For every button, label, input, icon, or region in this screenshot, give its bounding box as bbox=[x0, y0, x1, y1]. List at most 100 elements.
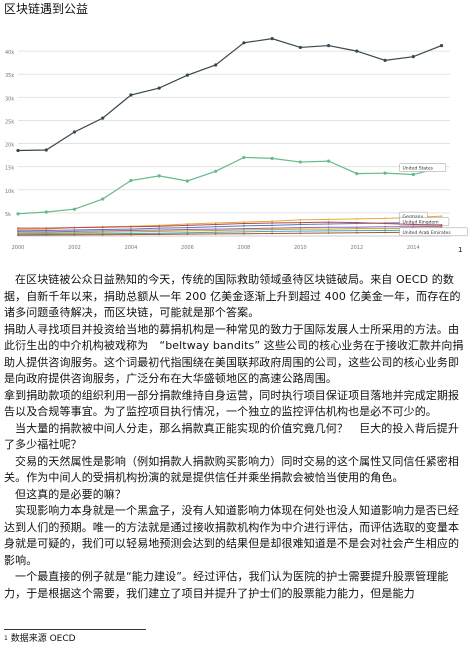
data-point bbox=[101, 230, 104, 232]
data-point bbox=[242, 224, 245, 227]
data-point bbox=[101, 226, 104, 229]
data-point bbox=[101, 228, 104, 231]
data-point bbox=[214, 233, 217, 235]
x-tick-label: 2004 bbox=[125, 245, 138, 251]
data-point bbox=[384, 229, 386, 232]
footnote-reference: 1 bbox=[458, 246, 463, 254]
paragraph-8: 一个最直接的例子就是“能力建设”。经过评估，我们认为医院的护士需要提升股票管理能… bbox=[4, 570, 449, 600]
data-point bbox=[411, 172, 415, 177]
data-point bbox=[299, 223, 302, 226]
data-point bbox=[412, 223, 415, 226]
data-point bbox=[214, 228, 217, 230]
y-tick-label: 15k bbox=[5, 166, 14, 172]
data-point bbox=[17, 228, 19, 231]
data-point bbox=[185, 73, 190, 77]
data-point bbox=[73, 233, 76, 236]
data-point bbox=[271, 228, 274, 231]
data-point bbox=[383, 171, 387, 175]
series-line bbox=[18, 221, 442, 229]
data-point bbox=[384, 231, 386, 234]
data-point bbox=[158, 225, 161, 228]
x-tick-label: 2006 bbox=[181, 245, 194, 251]
data-point bbox=[45, 227, 48, 230]
page-title: 区块链遇到公益 bbox=[4, 2, 89, 16]
data-point bbox=[383, 58, 387, 62]
y-tick-label: 5k bbox=[5, 212, 11, 218]
data-point bbox=[45, 234, 48, 236]
data-point bbox=[214, 169, 218, 173]
data-point bbox=[355, 231, 358, 234]
data-point bbox=[186, 228, 189, 231]
data-point bbox=[17, 227, 19, 230]
data-point bbox=[355, 226, 358, 229]
data-point bbox=[185, 179, 190, 183]
series-label: United Kingdom bbox=[403, 220, 439, 226]
data-point bbox=[44, 210, 48, 214]
x-tick-label: 2002 bbox=[68, 245, 81, 251]
data-point bbox=[355, 221, 358, 224]
data-point bbox=[73, 229, 76, 231]
paragraph-5: 交易的天然属性是影响（例如捐款人捐款购买影响力）同时交易的这个属性又同信任紧密相… bbox=[4, 454, 459, 485]
data-point bbox=[242, 41, 246, 45]
data-point bbox=[101, 231, 104, 234]
data-point bbox=[327, 228, 330, 230]
paragraph-2: 捐助人寻找项目并投资给当地的募捐机构是一种常见的致力于国际发展人士所采用的方法。… bbox=[4, 322, 464, 386]
y-tick-label: 25k bbox=[5, 119, 14, 125]
data-point bbox=[271, 224, 274, 227]
data-point bbox=[45, 229, 48, 232]
y-tick-label: 20k bbox=[5, 143, 14, 149]
y-tick-label: 35k bbox=[5, 73, 14, 79]
data-point bbox=[186, 231, 189, 234]
data-point bbox=[271, 222, 274, 224]
data-point bbox=[158, 233, 161, 236]
data-point bbox=[299, 228, 302, 230]
data-point bbox=[384, 227, 386, 230]
data-point bbox=[440, 225, 443, 228]
paragraph-3: 拿到捐助款项的组织利用一部分捐款维持自身运营，同时执行项目保证项目落地并完成定期… bbox=[4, 388, 460, 419]
data-point bbox=[101, 116, 105, 120]
donation-chart: 5k 10k 15k 20k 25k 30k 35k 40k 2000 2002 2004 2006 2… bbox=[0, 22, 468, 258]
series-line bbox=[17, 227, 442, 234]
data-point bbox=[271, 232, 274, 235]
paragraph-1: 在区块链被公众日益熟知的今天，传统的国际救助领域亟待区块链破局。来自 OECD … bbox=[4, 273, 461, 319]
data-point bbox=[327, 218, 330, 221]
data-point bbox=[186, 226, 189, 229]
series-label: United States bbox=[403, 166, 434, 172]
data-point bbox=[186, 230, 189, 232]
data-point bbox=[130, 233, 132, 236]
series-label-box bbox=[399, 163, 447, 172]
data-point bbox=[270, 156, 274, 160]
data-point bbox=[214, 223, 217, 226]
data-point bbox=[271, 220, 274, 223]
x-tick-label: 2012 bbox=[350, 245, 363, 251]
data-point bbox=[299, 221, 302, 224]
data-point bbox=[17, 234, 19, 236]
data-point bbox=[299, 230, 302, 233]
data-point bbox=[327, 230, 330, 232]
series-line bbox=[17, 231, 442, 236]
data-point bbox=[157, 174, 161, 178]
data-point bbox=[158, 229, 161, 231]
data-point bbox=[411, 55, 415, 59]
data-point bbox=[214, 222, 217, 224]
data-point bbox=[101, 197, 105, 201]
data-point bbox=[130, 229, 132, 232]
series-label: United Arab Emirates bbox=[403, 230, 452, 236]
paragraph-4: 当大量的捐款被中间人分走，那么捐款真正能实现的价值究竟几何？ 巨大的投入背后提升… bbox=[4, 421, 459, 452]
data-point bbox=[130, 225, 132, 228]
data-point bbox=[327, 223, 330, 225]
data-point bbox=[73, 226, 76, 229]
data-point bbox=[355, 227, 358, 230]
data-point bbox=[439, 43, 444, 48]
data-point bbox=[214, 229, 217, 232]
data-point bbox=[16, 212, 20, 216]
data-point bbox=[355, 172, 359, 176]
series-line bbox=[17, 229, 442, 235]
data-point bbox=[299, 232, 302, 235]
data-point bbox=[384, 217, 386, 220]
series-line bbox=[17, 156, 442, 215]
data-point bbox=[326, 43, 331, 48]
x-tick-label: 2000 bbox=[12, 245, 25, 251]
series-line bbox=[18, 225, 442, 233]
data-point bbox=[299, 218, 302, 221]
